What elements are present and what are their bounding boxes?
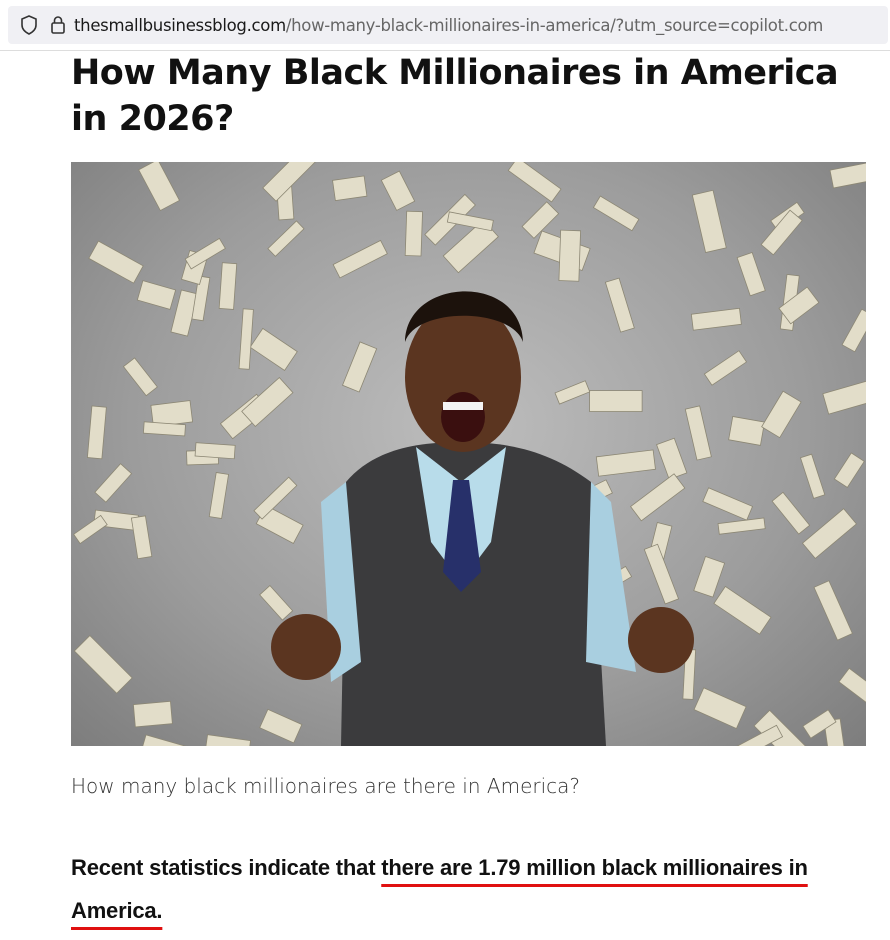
dollar-bill: [241, 376, 294, 428]
dollar-bill: [184, 237, 226, 270]
lock-icon[interactable]: [50, 15, 66, 35]
dollar-bill: [332, 239, 388, 279]
dollar-bill: [813, 580, 853, 641]
dollar-bill: [238, 308, 254, 370]
dollar-bill: [771, 491, 811, 535]
dollar-bill: [841, 308, 866, 353]
dollar-bill: [267, 220, 305, 257]
dollar-bill: [122, 357, 158, 397]
hero-image: [71, 162, 866, 746]
dollar-bill: [643, 543, 680, 605]
dollar-bill: [332, 175, 368, 202]
dollar-bill: [259, 585, 294, 621]
url-text[interactable]: thesmallbusinessblog.com/how-many-black-…: [74, 16, 823, 35]
lead-paragraph: Recent statistics indicate that there ar…: [71, 846, 861, 932]
dollar-bill: [838, 667, 866, 708]
dollar-bill: [728, 416, 765, 446]
dollar-bill: [507, 162, 562, 203]
dollar-bill: [702, 487, 754, 521]
dollar-bill: [829, 162, 866, 189]
dollar-bill: [778, 286, 820, 325]
dollar-bill: [693, 555, 726, 598]
man-celebrating-with-falling-money-photo: [73, 162, 866, 746]
dollar-bill: [822, 377, 866, 415]
dollar-bill: [142, 421, 186, 437]
dollar-bill: [799, 453, 826, 499]
dollar-bill: [729, 724, 784, 746]
dollar-bill: [833, 452, 865, 488]
dollar-bill: [736, 251, 766, 297]
dollar-bill: [73, 634, 133, 694]
dollar-bill: [656, 437, 688, 480]
dollar-bill: [253, 476, 298, 520]
dollar-bill: [205, 734, 251, 746]
dollar-bill: [73, 514, 108, 545]
dollar-bill: [703, 350, 748, 386]
url-host: thesmallbusinessblog.com: [74, 15, 286, 35]
lead-text: Recent statistics indicate that: [71, 855, 382, 880]
dollar-bill: [94, 463, 133, 503]
dollar-bill: [589, 390, 643, 412]
dollar-bill: [132, 700, 173, 728]
dollar-bill: [604, 277, 635, 333]
dollar-bill: [139, 734, 189, 746]
dollar-bill: [404, 210, 423, 257]
dollar-bill: [690, 307, 742, 331]
highlighted-statistic: there are 1.79 million black millionaire…: [71, 855, 808, 923]
dollar-bill: [194, 442, 236, 460]
dollar-bill: [760, 209, 803, 256]
dollar-bill: [446, 211, 494, 232]
dollar-bill: [262, 162, 319, 202]
dollar-bill: [130, 515, 153, 560]
dollar-bill: [342, 341, 378, 393]
dollar-bill: [191, 275, 211, 322]
dollar-bill: [138, 162, 181, 212]
dollar-bill: [208, 472, 230, 519]
page-title: How Many Black Millionaires in America i…: [71, 53, 839, 139]
address-bar[interactable]: thesmallbusinessblog.com/how-many-black-…: [8, 6, 888, 44]
dollar-bill: [691, 189, 727, 254]
dollar-bill: [802, 709, 837, 739]
browser-toolbar: thesmallbusinessblog.com/how-many-black-…: [0, 0, 890, 51]
dollar-bill: [761, 390, 802, 439]
image-caption: How many black millionaires are there in…: [71, 774, 581, 798]
dollar-bill: [259, 708, 303, 744]
dollar-bill: [684, 405, 712, 461]
dollar-bill: [717, 517, 766, 535]
dollar-bill: [521, 201, 560, 239]
dollar-bill: [249, 327, 298, 371]
dollar-bill: [592, 195, 640, 232]
dollar-bill: [380, 170, 416, 211]
dollar-bill: [86, 405, 107, 460]
dollar-bill: [218, 262, 238, 310]
dollar-bill: [713, 585, 772, 635]
dollar-bill: [693, 687, 747, 730]
dollar-bill: [136, 280, 177, 310]
dollar-bill: [558, 229, 581, 282]
shield-icon[interactable]: [20, 15, 38, 35]
dollar-bill: [554, 380, 591, 405]
dollar-bill: [595, 449, 656, 477]
dollar-bill: [630, 473, 686, 522]
dollar-bill: [753, 709, 812, 746]
dollar-bill: [88, 240, 144, 284]
url-path: /how-many-black-millionaires-in-america/…: [285, 15, 824, 35]
dollar-bill: [801, 508, 857, 560]
